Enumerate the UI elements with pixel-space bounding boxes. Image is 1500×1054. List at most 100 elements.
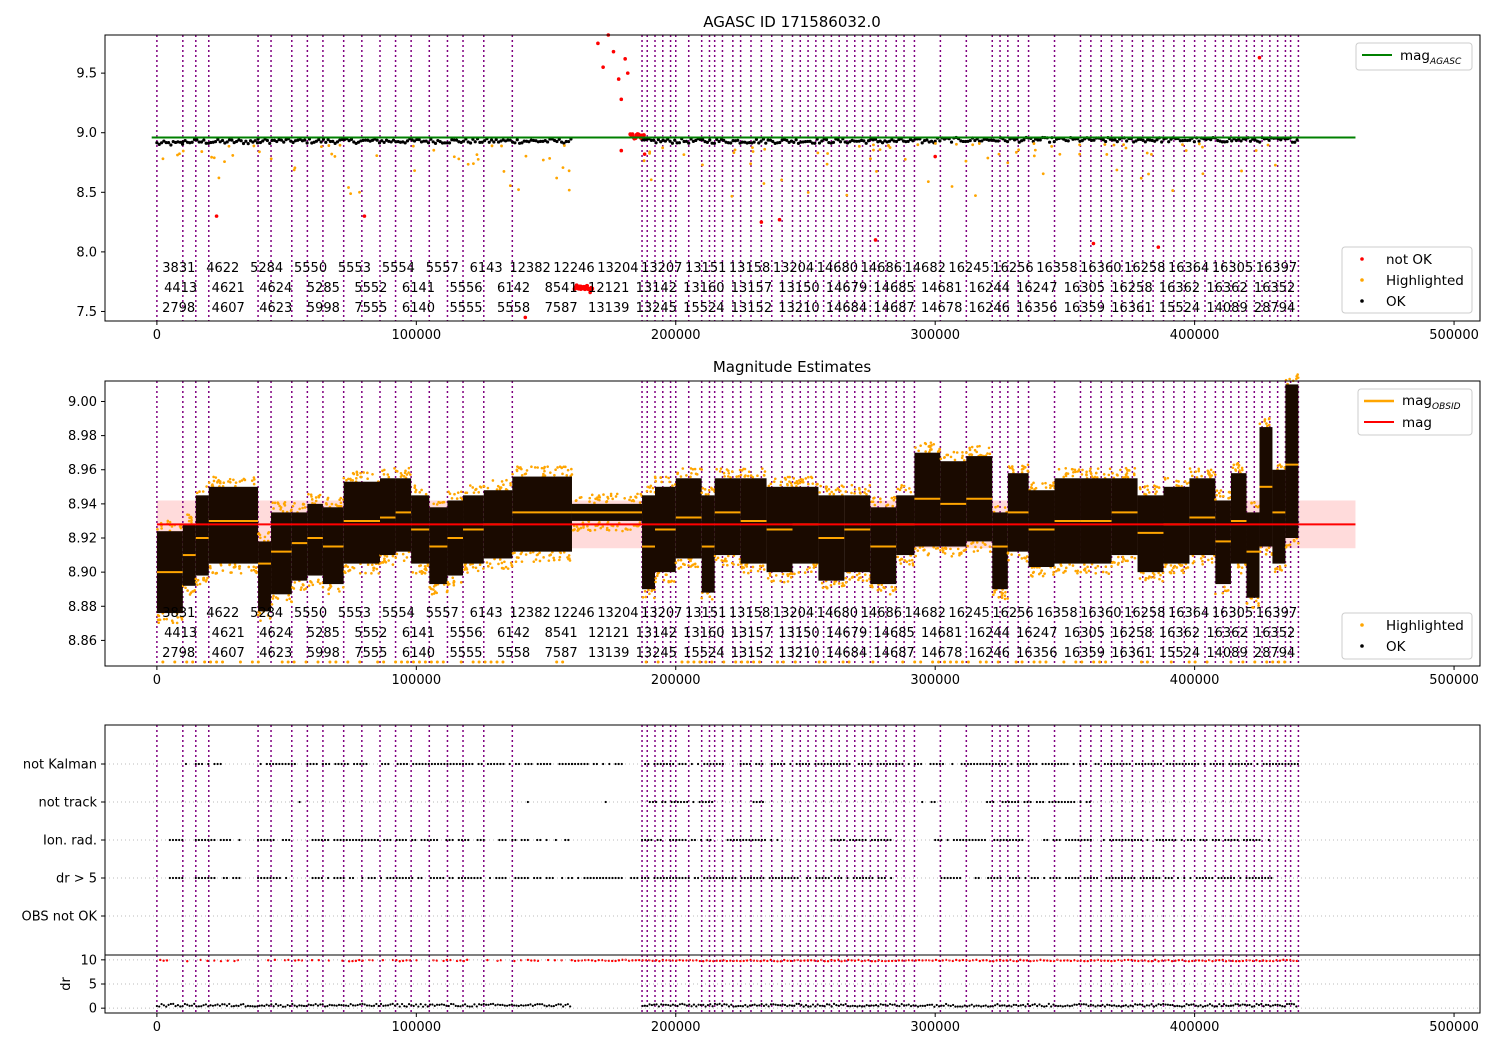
dr-not-ok-point — [1197, 959, 1201, 962]
flag-point — [608, 876, 611, 880]
flag-point — [971, 838, 974, 842]
dr-not-ok-point — [273, 958, 277, 962]
highlighted-point — [272, 594, 275, 598]
flag-point — [979, 762, 982, 766]
flag-point — [311, 838, 314, 842]
dr-ok-point — [375, 1002, 378, 1006]
highlighted-point — [740, 565, 744, 569]
dr-ok-point — [1220, 1004, 1223, 1008]
flag-point — [370, 838, 373, 842]
flag-point — [640, 876, 644, 880]
flag-point — [470, 876, 473, 880]
flag-point — [278, 762, 281, 766]
highlighted-point — [464, 491, 467, 495]
dr-ok-point — [821, 1004, 824, 1007]
flag-point — [1073, 800, 1076, 804]
obsid-label: 16305 — [1064, 281, 1105, 296]
highlighted-point — [495, 660, 499, 664]
ok-point — [352, 140, 356, 144]
highlighted-point — [1085, 470, 1088, 474]
flag-point — [1092, 876, 1096, 880]
highlighted-point — [292, 168, 296, 172]
obsid-label: 12382 — [509, 261, 550, 276]
flag-point — [820, 762, 823, 766]
dr-ok-point — [926, 1003, 929, 1007]
dr-not-ok-point — [1049, 959, 1052, 963]
flag-point — [966, 762, 969, 766]
highlighted-point — [1105, 570, 1108, 574]
flag-point — [898, 762, 901, 766]
highlighted-point — [1238, 469, 1241, 472]
flag-point — [732, 838, 735, 842]
highlighted-point — [168, 520, 172, 524]
flag-point — [977, 876, 980, 880]
highlighted-point — [366, 563, 370, 566]
highlighted-point — [158, 618, 161, 622]
flag-point — [1236, 838, 1239, 842]
flag-point — [314, 838, 317, 842]
highlighted-point — [227, 144, 231, 148]
highlighted-point — [186, 513, 189, 516]
obsid-label: 5284 — [250, 606, 283, 621]
highlighted-point — [186, 589, 189, 592]
ok-point — [199, 140, 204, 144]
dr-ok-point — [1106, 1003, 1109, 1006]
highlighted-point — [338, 590, 341, 593]
flag-point — [740, 876, 743, 880]
flag-point — [396, 762, 399, 766]
dr-ok-point — [365, 1004, 369, 1007]
obsid-label: 5998 — [307, 646, 340, 661]
flag-point — [845, 762, 848, 766]
highlighted-point — [292, 587, 296, 590]
dr-ok-point — [942, 1004, 945, 1007]
obsid-label: 5554 — [382, 261, 415, 276]
obsid-label: 14687 — [873, 301, 914, 316]
highlighted-point — [963, 549, 966, 552]
highlighted-point — [1104, 565, 1108, 569]
highlighted-point — [850, 576, 854, 579]
dr-ok-point — [1001, 1004, 1004, 1007]
highlighted-point — [875, 169, 878, 173]
highlighted-point — [387, 475, 391, 479]
highlighted-point — [1237, 464, 1241, 467]
highlighted-point — [542, 467, 546, 470]
highlighted-point — [517, 466, 521, 469]
dr-not-ok-point — [1218, 959, 1221, 962]
dr-ok-point — [550, 1005, 553, 1008]
flag-point — [174, 838, 178, 842]
flag-point — [1094, 762, 1097, 766]
highlighted-point — [1197, 467, 1201, 471]
flag-point — [1186, 838, 1189, 842]
highlighted-point — [399, 471, 403, 475]
highlighted-point — [927, 445, 931, 448]
highlighted-point — [1169, 564, 1173, 567]
flag-point — [1052, 876, 1055, 880]
highlighted-point — [1072, 470, 1075, 474]
dr-not-ok-point — [266, 959, 270, 962]
flag-point — [567, 876, 570, 880]
dr-ok-point — [1227, 1004, 1230, 1008]
highlighted-point — [358, 660, 362, 664]
highlighted-point — [793, 481, 797, 485]
highlighted-point — [293, 581, 297, 584]
dr-not-ok-point — [347, 960, 351, 963]
flag-point — [429, 838, 432, 842]
highlighted-point — [196, 578, 200, 582]
dr-ok-point — [541, 1003, 544, 1006]
dr-ok-point — [662, 1003, 665, 1006]
flag-point — [1214, 838, 1217, 842]
highlighted-point — [180, 615, 184, 619]
highlighted-point — [258, 150, 261, 154]
dr-ok-point — [555, 1003, 558, 1007]
flag-point — [398, 838, 401, 842]
ok-point — [1141, 138, 1145, 142]
dr-ok-point — [1278, 1004, 1282, 1007]
flag-point — [402, 762, 405, 766]
flag-point — [839, 838, 842, 842]
ok-point — [687, 141, 691, 145]
highlighted-point — [1074, 470, 1077, 474]
highlighted-point — [1004, 590, 1007, 594]
flag-point — [496, 762, 499, 766]
flag-point — [815, 876, 818, 880]
flag-point — [367, 838, 370, 842]
